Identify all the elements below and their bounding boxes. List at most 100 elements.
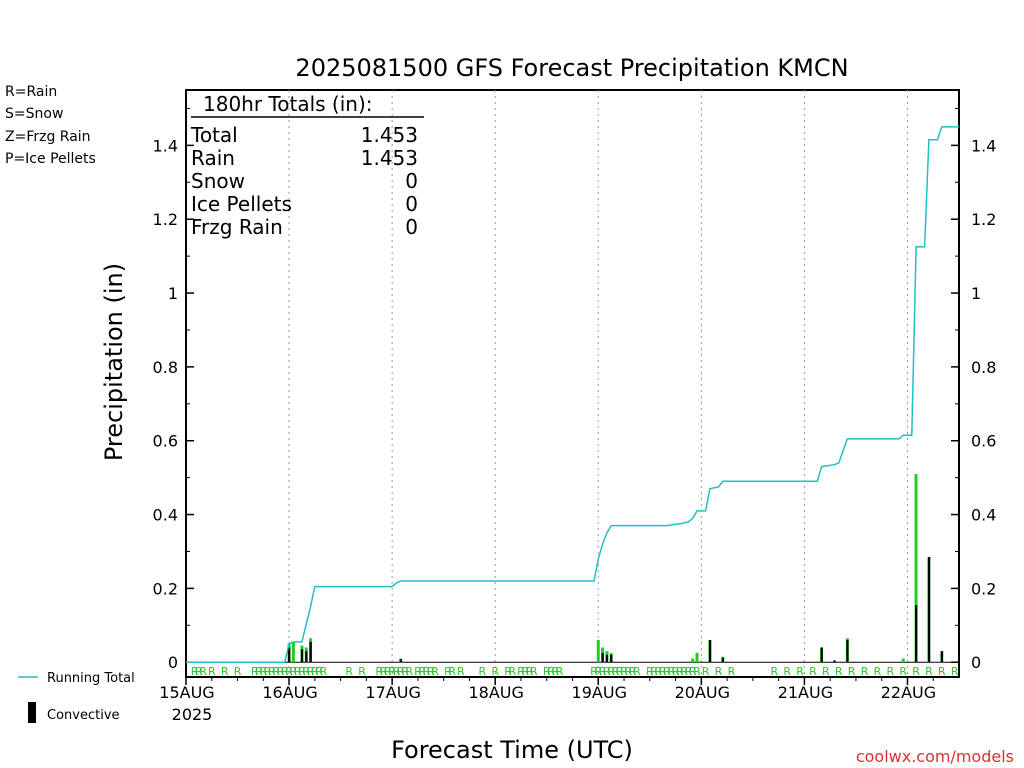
rain-type-marker: R	[689, 665, 697, 678]
rain-type-marker: R	[650, 665, 658, 678]
convective-bar	[601, 653, 604, 663]
x-tick-label: 22AUG	[881, 683, 936, 702]
running-total-line	[186, 126, 959, 663]
rain-type-marker: R	[809, 665, 817, 678]
rain-type-marker: R	[320, 665, 328, 678]
watermark: coolwx.com/models	[856, 747, 1014, 766]
plot-frame	[185, 89, 960, 678]
rain-type-marker: R	[315, 665, 323, 678]
total-precip-bar	[914, 473, 918, 663]
rain-type-marker: R	[672, 665, 680, 678]
rain-type-marker: R	[599, 665, 607, 678]
rain-type-marker: R	[423, 665, 431, 678]
x-tick-label: 18AUG	[468, 683, 523, 702]
convective-bar	[708, 640, 712, 663]
x-tick-label: 19AUG	[572, 683, 627, 702]
convective-bar	[846, 640, 849, 663]
rain-type-marker: R	[629, 665, 637, 678]
rain-type-marker: R	[504, 665, 512, 678]
legend-snow: S=Snow	[5, 106, 63, 122]
legend-rain: R=Rain	[5, 84, 57, 100]
rain-type-marker: R	[199, 665, 207, 678]
rain-type-marker: R	[822, 665, 830, 678]
rain-type-marker: R	[912, 665, 920, 678]
bar-layer	[287, 473, 944, 663]
convective-bar	[927, 557, 931, 663]
rain-type-marker: R	[448, 665, 456, 678]
rain-type-marker: R	[848, 665, 856, 678]
y-tick-label-left: 0	[168, 653, 178, 672]
totals-label-ice-pellets: Ice Pellets	[191, 192, 292, 216]
rain-type-marker: R	[191, 665, 199, 678]
rain-type-marker: R	[358, 665, 366, 678]
legend-ice-pellets: P=Ice Pellets	[5, 151, 96, 167]
y-tick-label-left: 1.2	[153, 210, 178, 229]
convective-bar	[288, 647, 291, 663]
rain-type-marker: R	[655, 665, 663, 678]
rain-type-marker: R	[281, 665, 289, 678]
rain-type-marker: R	[899, 665, 907, 678]
rain-type-marker: R	[556, 665, 564, 678]
rain-type-marker: R	[633, 665, 641, 678]
totals-value-rain: 1.453	[361, 146, 418, 170]
y-tick-label-right: 0.8	[971, 358, 996, 377]
rain-type-marker: R	[427, 665, 435, 678]
rain-type-marker: R	[393, 665, 401, 678]
y-tick-label-right: 1.4	[971, 136, 996, 155]
rain-type-marker: R	[925, 665, 933, 678]
rain-type-marker: R	[251, 665, 259, 678]
totals-value-ice-pellets: 0	[405, 192, 418, 216]
y-tick-label-right: 0	[971, 653, 981, 672]
x-tick-label: 20AUG	[675, 683, 730, 702]
rain-type-marker: R	[612, 665, 620, 678]
rain-type-marker: R	[796, 665, 804, 678]
totals-value-snow: 0	[405, 169, 418, 193]
rain-type-marker: R	[414, 665, 422, 678]
rain-type-marker: R	[268, 665, 276, 678]
rain-type-marker: R	[290, 665, 298, 678]
totals-value-frzg-rain: 0	[405, 215, 418, 239]
rain-type-marker: R	[285, 665, 293, 678]
convective-bar	[305, 651, 308, 663]
total-precip-bar	[901, 658, 905, 663]
bottom-legend: Running Total Convective	[18, 671, 135, 723]
rain-type-marker: R	[307, 665, 315, 678]
convective-bar	[610, 654, 613, 663]
rain-type-marker: R	[530, 665, 538, 678]
convective-bar	[721, 657, 725, 663]
legend-freezing-rain: Z=Frzg Rain	[5, 129, 91, 145]
y-tick-label-right: 0.4	[971, 506, 996, 525]
rain-type-marker: R	[302, 665, 310, 678]
convective-bar	[940, 651, 944, 663]
rain-type-marker: R	[384, 665, 392, 678]
rain-type-marker: R	[620, 665, 628, 678]
rain-type-marker: R	[255, 665, 263, 678]
rain-type-marker: R	[783, 665, 791, 678]
y-tick-label-left: 1.4	[153, 136, 178, 155]
convective-bar	[605, 654, 609, 663]
y-tick-label-right: 0.2	[971, 579, 996, 598]
convective-bar	[309, 641, 312, 663]
rain-type-marker: R	[861, 665, 869, 678]
rain-type-marker: R	[311, 665, 319, 678]
rain-type-marker: R	[646, 665, 654, 678]
rain-type-marker: R	[264, 665, 272, 678]
rain-type-marker: R	[659, 665, 667, 678]
total-precip-bar	[695, 653, 699, 663]
rain-type-marker: R	[886, 665, 894, 678]
rain-type-marker: R	[680, 665, 688, 678]
convective-bar	[915, 605, 918, 663]
rain-type-marker: R	[938, 665, 946, 678]
x-tick-label: 16AUG	[262, 683, 317, 702]
rain-type-marker: R	[547, 665, 555, 678]
running-total-label: Running Total	[47, 671, 135, 686]
rain-type-marker: R	[685, 665, 693, 678]
rain-type-marker: R	[208, 665, 216, 678]
y-tick-label-left: 1	[168, 284, 178, 303]
rain-type-marker: R	[457, 665, 465, 678]
x-tick-label: 17AUG	[365, 683, 420, 702]
rain-type-marker: R	[616, 665, 624, 678]
y-axis: 0 00.2 0.20.4 0.40.6 0.60.8 0.81 11.2 1.21.4 1.4	[153, 107, 996, 672]
convective-bar	[399, 659, 402, 663]
